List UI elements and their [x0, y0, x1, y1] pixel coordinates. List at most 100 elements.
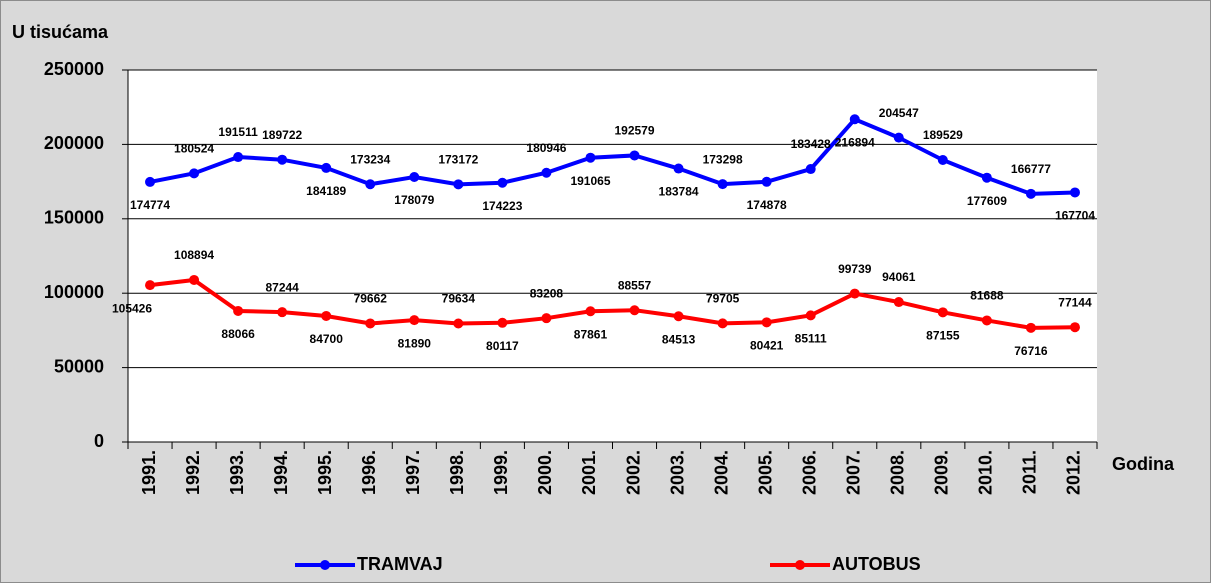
data-label: 173298: [703, 152, 743, 166]
data-label: 178079: [394, 193, 434, 207]
data-label: 87155: [926, 328, 960, 342]
data-label: 105426: [112, 301, 152, 315]
data-point: [981, 315, 992, 326]
data-point: [1025, 188, 1036, 199]
data-label: 180946: [526, 141, 566, 155]
x-tick-label: 2010.: [976, 450, 996, 495]
data-point: [453, 318, 464, 329]
data-label: 94061: [882, 270, 916, 284]
data-point: [189, 168, 200, 179]
x-tick-label: 1991.: [139, 450, 159, 495]
data-point: [541, 167, 552, 178]
data-label: 173234: [350, 152, 390, 166]
data-label: 204547: [879, 106, 919, 120]
data-point: [365, 179, 376, 190]
data-point: [233, 152, 244, 163]
x-tick-label: 1994.: [271, 450, 291, 495]
data-label: 183428: [791, 137, 831, 151]
data-label: 189529: [923, 128, 963, 142]
data-label: 166777: [1011, 162, 1051, 176]
x-axis-label: Godina: [1112, 454, 1175, 474]
data-label: 184189: [306, 184, 346, 198]
y-tick-label: 0: [94, 431, 104, 451]
data-point: [233, 305, 244, 316]
data-label: 99739: [838, 262, 872, 276]
data-point: [629, 305, 640, 316]
data-point: [321, 162, 332, 173]
data-point: [629, 150, 640, 161]
data-point: [893, 132, 904, 143]
x-tick-label: 2007.: [844, 450, 864, 495]
x-tick-label: 1993.: [227, 450, 247, 495]
data-point: [981, 172, 992, 183]
data-label: 191511: [218, 125, 258, 139]
data-point: [761, 317, 772, 328]
x-tick-label: 1999.: [491, 450, 511, 495]
data-label: 174878: [747, 198, 787, 212]
data-point: [805, 310, 816, 321]
plot-area: [128, 70, 1097, 442]
data-label: 84513: [662, 332, 696, 346]
data-point: [761, 176, 772, 187]
series-line: [149, 277, 1076, 330]
data-point: [805, 164, 816, 175]
data-label: 84700: [310, 332, 344, 346]
x-tick-label: 2000.: [535, 450, 555, 495]
data-label: 183784: [659, 185, 699, 199]
x-tick-label: 1996.: [359, 450, 379, 495]
x-tick-label: 2009.: [932, 450, 952, 495]
y-tick-label: 150000: [44, 208, 104, 228]
data-point: [497, 317, 508, 328]
data-point: [673, 163, 684, 174]
data-label: 79634: [442, 292, 476, 306]
data-label: 85111: [795, 332, 827, 346]
data-point: [321, 310, 332, 321]
legend-label: AUTOBUS: [832, 554, 921, 574]
data-label: 189722: [262, 128, 302, 142]
data-label: 76716: [1014, 344, 1048, 358]
data-label: 79705: [706, 292, 740, 306]
y-tick-label: 200000: [44, 133, 104, 153]
data-point: [937, 307, 948, 318]
data-label: 87244: [265, 280, 299, 294]
data-label: 177609: [967, 194, 1007, 208]
data-label: 180524: [174, 142, 214, 156]
data-label: 87861: [574, 327, 608, 341]
data-label: 216894: [835, 135, 875, 149]
data-point: [497, 177, 508, 188]
data-point: [277, 154, 288, 165]
data-point: [409, 172, 420, 183]
legend-marker: [795, 560, 805, 570]
data-label: 88066: [221, 327, 255, 341]
x-tick-label: 1998.: [447, 450, 467, 495]
data-point: [849, 114, 860, 125]
data-label: 81890: [398, 336, 432, 350]
y-tick-label: 250000: [44, 59, 104, 79]
x-tick-label: 2008.: [888, 450, 908, 495]
data-point: [893, 297, 904, 308]
data-label: 80117: [486, 339, 519, 353]
data-point: [1025, 322, 1036, 333]
data-label: 77144: [1058, 295, 1092, 309]
x-tick-label: 2001.: [579, 450, 599, 495]
data-label: 83208: [530, 286, 564, 300]
data-point: [937, 154, 948, 165]
data-point: [585, 152, 596, 163]
x-tick-label: 2011.: [1020, 450, 1040, 494]
legend-label: TRAMVAJ: [357, 554, 443, 574]
x-tick-label: 1995.: [315, 450, 335, 495]
data-point: [365, 318, 376, 329]
data-point: [717, 318, 728, 329]
data-label: 191065: [570, 174, 610, 188]
series-line: [149, 116, 1076, 196]
data-label: 79662: [354, 292, 388, 306]
legend-marker: [320, 560, 330, 570]
x-tick-label: 2005.: [755, 450, 775, 495]
data-point: [541, 313, 552, 324]
data-point: [717, 179, 728, 190]
x-tick-label: 2003.: [667, 450, 687, 495]
data-point: [1069, 187, 1080, 198]
data-point: [189, 274, 200, 285]
y-tick-label: 50000: [54, 356, 104, 376]
